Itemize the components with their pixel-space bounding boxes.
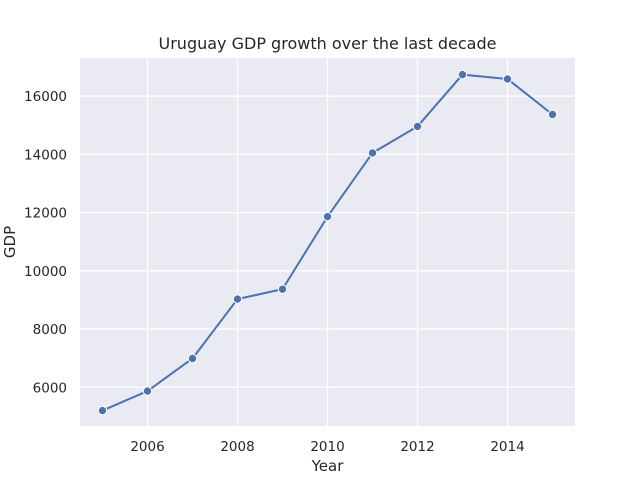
series-layer bbox=[97, 69, 558, 416]
data-point bbox=[322, 211, 333, 222]
tick-labels: 2006 2008 2010 2012 2014 6000 8000 10000 12000 14… bbox=[24, 89, 525, 455]
data-point bbox=[142, 386, 153, 396]
y-axis-label: GDP bbox=[1, 226, 19, 258]
y-tick-label: 16000 bbox=[24, 89, 67, 105]
x-tick-label: 2014 bbox=[490, 439, 524, 455]
x-axis-label: Year bbox=[311, 457, 345, 475]
x-tick-label: 2006 bbox=[130, 439, 164, 455]
y-tick-label: 6000 bbox=[33, 380, 67, 396]
chart-title: Uruguay GDP growth over the last decade bbox=[159, 34, 497, 53]
x-tick-label: 2012 bbox=[400, 439, 434, 455]
data-point bbox=[367, 148, 378, 158]
data-point bbox=[97, 405, 108, 416]
data-point bbox=[412, 121, 423, 132]
grid bbox=[80, 58, 575, 426]
y-tick-label: 12000 bbox=[24, 206, 67, 222]
data-point bbox=[457, 69, 468, 80]
data-point bbox=[277, 284, 288, 294]
x-tick-label: 2008 bbox=[220, 439, 254, 455]
x-tick-label: 2010 bbox=[310, 439, 344, 455]
y-tick-label: 14000 bbox=[24, 147, 67, 163]
y-tick-label: 10000 bbox=[24, 264, 67, 280]
data-point bbox=[502, 74, 513, 84]
data-point bbox=[547, 109, 558, 120]
data-point bbox=[232, 294, 243, 304]
data-point bbox=[187, 353, 198, 364]
y-tick-label: 8000 bbox=[33, 322, 67, 338]
